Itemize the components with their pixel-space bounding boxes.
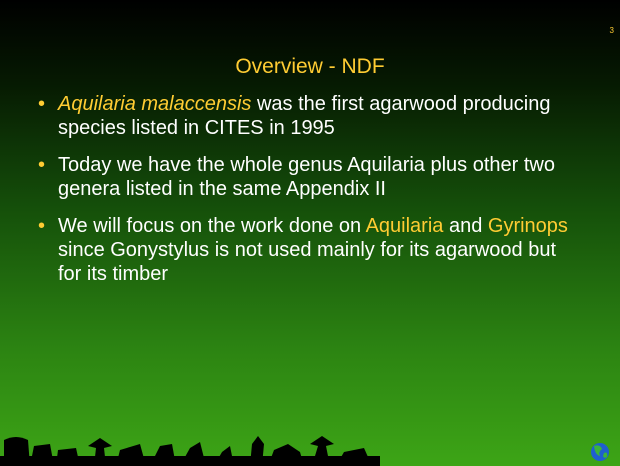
bullet-text: We will focus on the work done on (58, 215, 366, 237)
bullet: We will focus on the work done on Aquila… (38, 214, 578, 286)
genus-name: Aquilaria (365, 215, 444, 237)
bullet-text: and (443, 215, 488, 237)
bullet-text: was the first agarwood producing species… (58, 93, 551, 139)
species-name: Aquilaria malaccensis (58, 93, 252, 115)
bullet-list: Aquilaria malaccensis was the first agar… (38, 92, 578, 299)
genus-name: Gyrinops (487, 215, 568, 237)
bullet: Today we have the whole genus Aquilaria … (38, 153, 578, 201)
silhouettes (0, 436, 380, 466)
slide-number: 3 (609, 26, 614, 35)
globe-icon (591, 443, 609, 461)
bullet: Aquilaria malaccensis was the first agar… (38, 92, 578, 140)
bullet-text: since Gonystylus is not used mainly for … (58, 239, 557, 285)
bullet-text: Today we have the whole genus Aquilaria … (58, 154, 555, 200)
slide-title: Overview - NDF (235, 55, 385, 78)
